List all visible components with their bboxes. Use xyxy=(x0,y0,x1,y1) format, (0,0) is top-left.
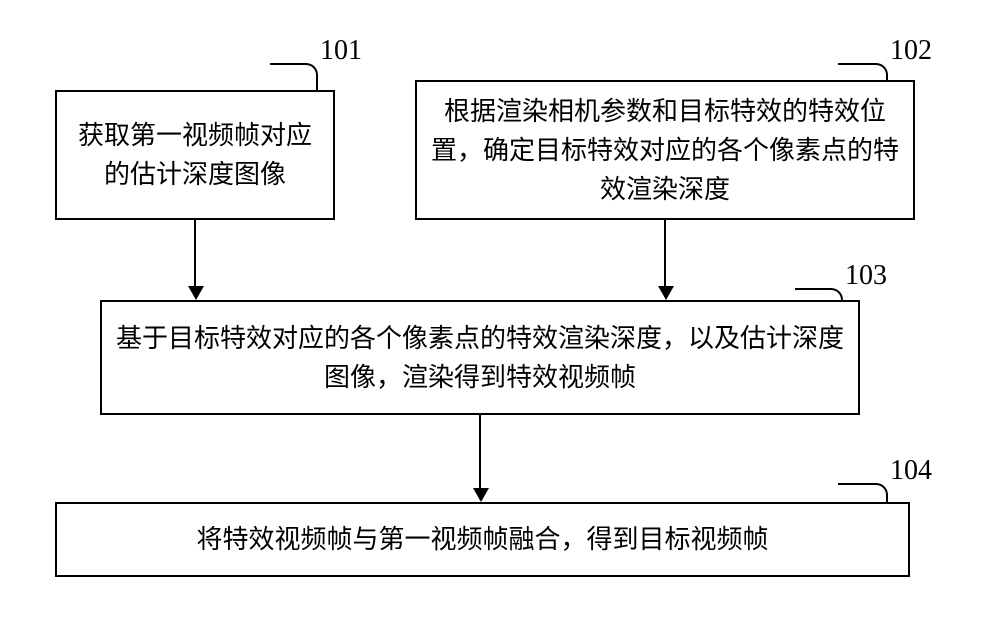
leader-102 xyxy=(838,63,888,82)
step-103-box: 基于目标特效对应的各个像素点的特效渲染深度，以及估计深度图像，渲染得到特效视频帧 xyxy=(100,300,860,415)
label-103: 103 xyxy=(845,260,887,292)
step-101-box: 获取第一视频帧对应的估计深度图像 xyxy=(55,90,335,220)
arrowhead-103-to-104 xyxy=(473,488,489,502)
step-104-text: 将特效视频帧与第一视频帧融合，得到目标视频帧 xyxy=(196,520,768,559)
arrow-101-to-103 xyxy=(194,220,196,286)
label-102: 102 xyxy=(890,35,932,67)
leader-103 xyxy=(795,288,843,302)
arrowhead-102-to-103 xyxy=(658,286,674,300)
label-104: 104 xyxy=(890,455,932,487)
arrow-102-to-103 xyxy=(664,220,666,286)
flowchart-canvas: 获取第一视频帧对应的估计深度图像 101 根据渲染相机参数和目标特效的特效位置，… xyxy=(0,0,1000,625)
leader-104 xyxy=(838,483,888,504)
step-102-box: 根据渲染相机参数和目标特效的特效位置，确定目标特效对应的各个像素点的特效渲染深度 xyxy=(415,80,915,220)
step-103-text: 基于目标特效对应的各个像素点的特效渲染深度，以及估计深度图像，渲染得到特效视频帧 xyxy=(116,319,844,397)
step-104-box: 将特效视频帧与第一视频帧融合，得到目标视频帧 xyxy=(55,502,910,577)
leader-101 xyxy=(270,63,318,92)
label-101: 101 xyxy=(320,35,362,67)
arrow-103-to-104 xyxy=(479,415,481,488)
arrowhead-101-to-103 xyxy=(188,286,204,300)
step-102-text: 根据渲染相机参数和目标特效的特效位置，确定目标特效对应的各个像素点的特效渲染深度 xyxy=(431,92,899,209)
step-101-text: 获取第一视频帧对应的估计深度图像 xyxy=(71,116,319,194)
